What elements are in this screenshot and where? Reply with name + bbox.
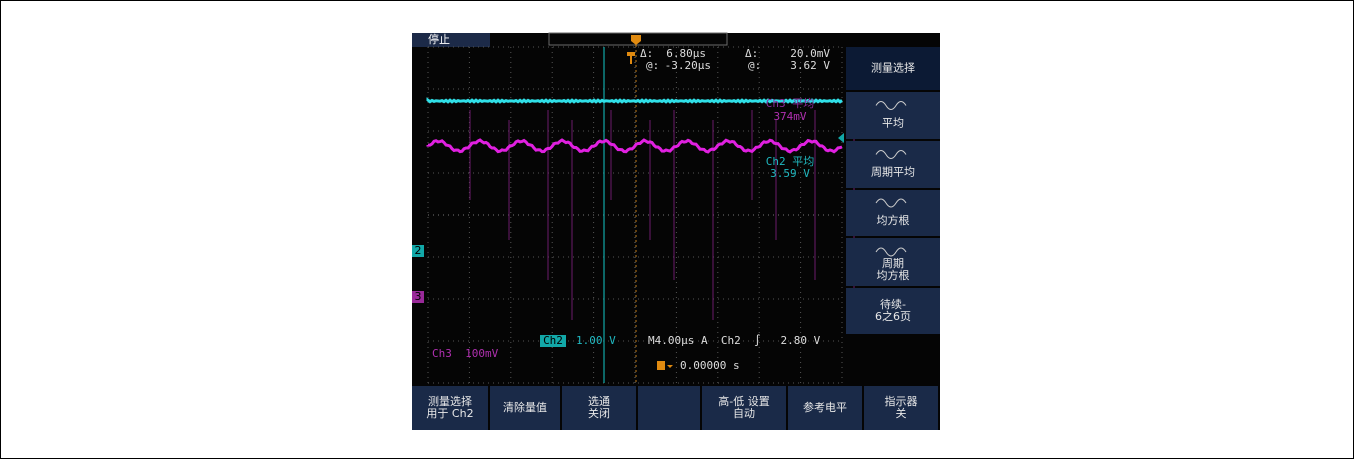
measurement-value: 3.59 V: [770, 167, 810, 180]
menu-label: 关闭: [588, 406, 610, 420]
menu-button[interactable]: [846, 141, 940, 188]
ch2-marker-label: 2: [415, 244, 422, 257]
menu-label: 均方根: [877, 268, 910, 282]
measurement-value: 374mV: [773, 110, 806, 123]
menu-button[interactable]: [490, 386, 560, 430]
menu-button[interactable]: [846, 238, 940, 286]
menu-label: 关: [896, 406, 907, 420]
ch3-marker-label: 3: [415, 290, 422, 303]
cursor-label: @:: [646, 59, 659, 72]
trigger-pos-icon: [657, 361, 665, 370]
menu-label: 自动: [733, 407, 755, 420]
menu-label: 周期平均: [871, 166, 915, 179]
level-marker: [838, 133, 844, 143]
menu-icon: [875, 150, 907, 159]
timebase: M4.00µs A Ch2 ∫ 2.80 V: [648, 334, 821, 347]
menu-label: 6之6页: [875, 309, 911, 323]
ch3-scale: Ch3 100mV: [432, 347, 499, 360]
menu-icon: [875, 198, 907, 208]
ch2-trace: [426, 97, 843, 104]
measurement-label: Ch3 平均: [766, 97, 815, 110]
cursor-value: 3.62 V: [790, 59, 830, 72]
menu-label: 待续-: [880, 297, 906, 311]
menu-label: 测量选择: [871, 61, 915, 75]
measurement-label: Ch2 平均: [766, 155, 815, 168]
menu-label: 周期: [882, 257, 904, 270]
ch3-trace: [426, 138, 843, 154]
cursor-label: Δ:: [640, 47, 653, 60]
ch2-badge: [540, 335, 566, 347]
cursor-value: -3.20µs: [665, 59, 711, 72]
trigger-position: 0.00000 s: [680, 359, 740, 372]
record-view: [548, 32, 728, 46]
menu-button[interactable]: [562, 386, 636, 430]
menu-button[interactable]: [788, 386, 862, 430]
status: 停止: [428, 32, 450, 46]
ch2-scale: 1.00 V: [576, 334, 616, 347]
menu-button[interactable]: [846, 92, 940, 139]
status-bar: [412, 33, 490, 47]
menu-button: [638, 386, 700, 430]
menu-label: 测量选择: [428, 394, 472, 408]
menu-label: 清除量值: [503, 400, 547, 414]
menu-button[interactable]: [846, 288, 940, 334]
menu-button[interactable]: [864, 386, 938, 430]
ch3-marker: [412, 291, 424, 303]
menu-label: 选通: [588, 395, 610, 408]
menu-label: 参考电平: [803, 400, 847, 414]
trigger-pos-arrow: [667, 365, 673, 368]
cursor-value: 20.0mV: [790, 47, 830, 60]
menu-icon: [875, 247, 907, 257]
menu-label: 高-低 设置: [718, 394, 769, 408]
menu-button[interactable]: [412, 386, 488, 430]
cursor-label: Δ:: [745, 47, 758, 60]
ch2-marker: [412, 245, 424, 257]
menu-label: 平均: [882, 117, 904, 130]
menu-label: 用于 Ch2: [426, 407, 473, 420]
menu-button[interactable]: [702, 386, 786, 430]
menu-button: [846, 47, 940, 90]
menu-button[interactable]: [846, 190, 940, 236]
cursor-icon: [627, 52, 635, 64]
trigger-marker: [631, 35, 641, 45]
cursor-value: 6.80µs: [666, 47, 706, 60]
menu-label: 均方根: [877, 213, 910, 227]
menu-label: 指示器: [885, 394, 918, 408]
ch2-name: Ch2: [543, 334, 563, 347]
cursor-label: @:: [748, 59, 761, 72]
menu-icon: [875, 101, 907, 110]
